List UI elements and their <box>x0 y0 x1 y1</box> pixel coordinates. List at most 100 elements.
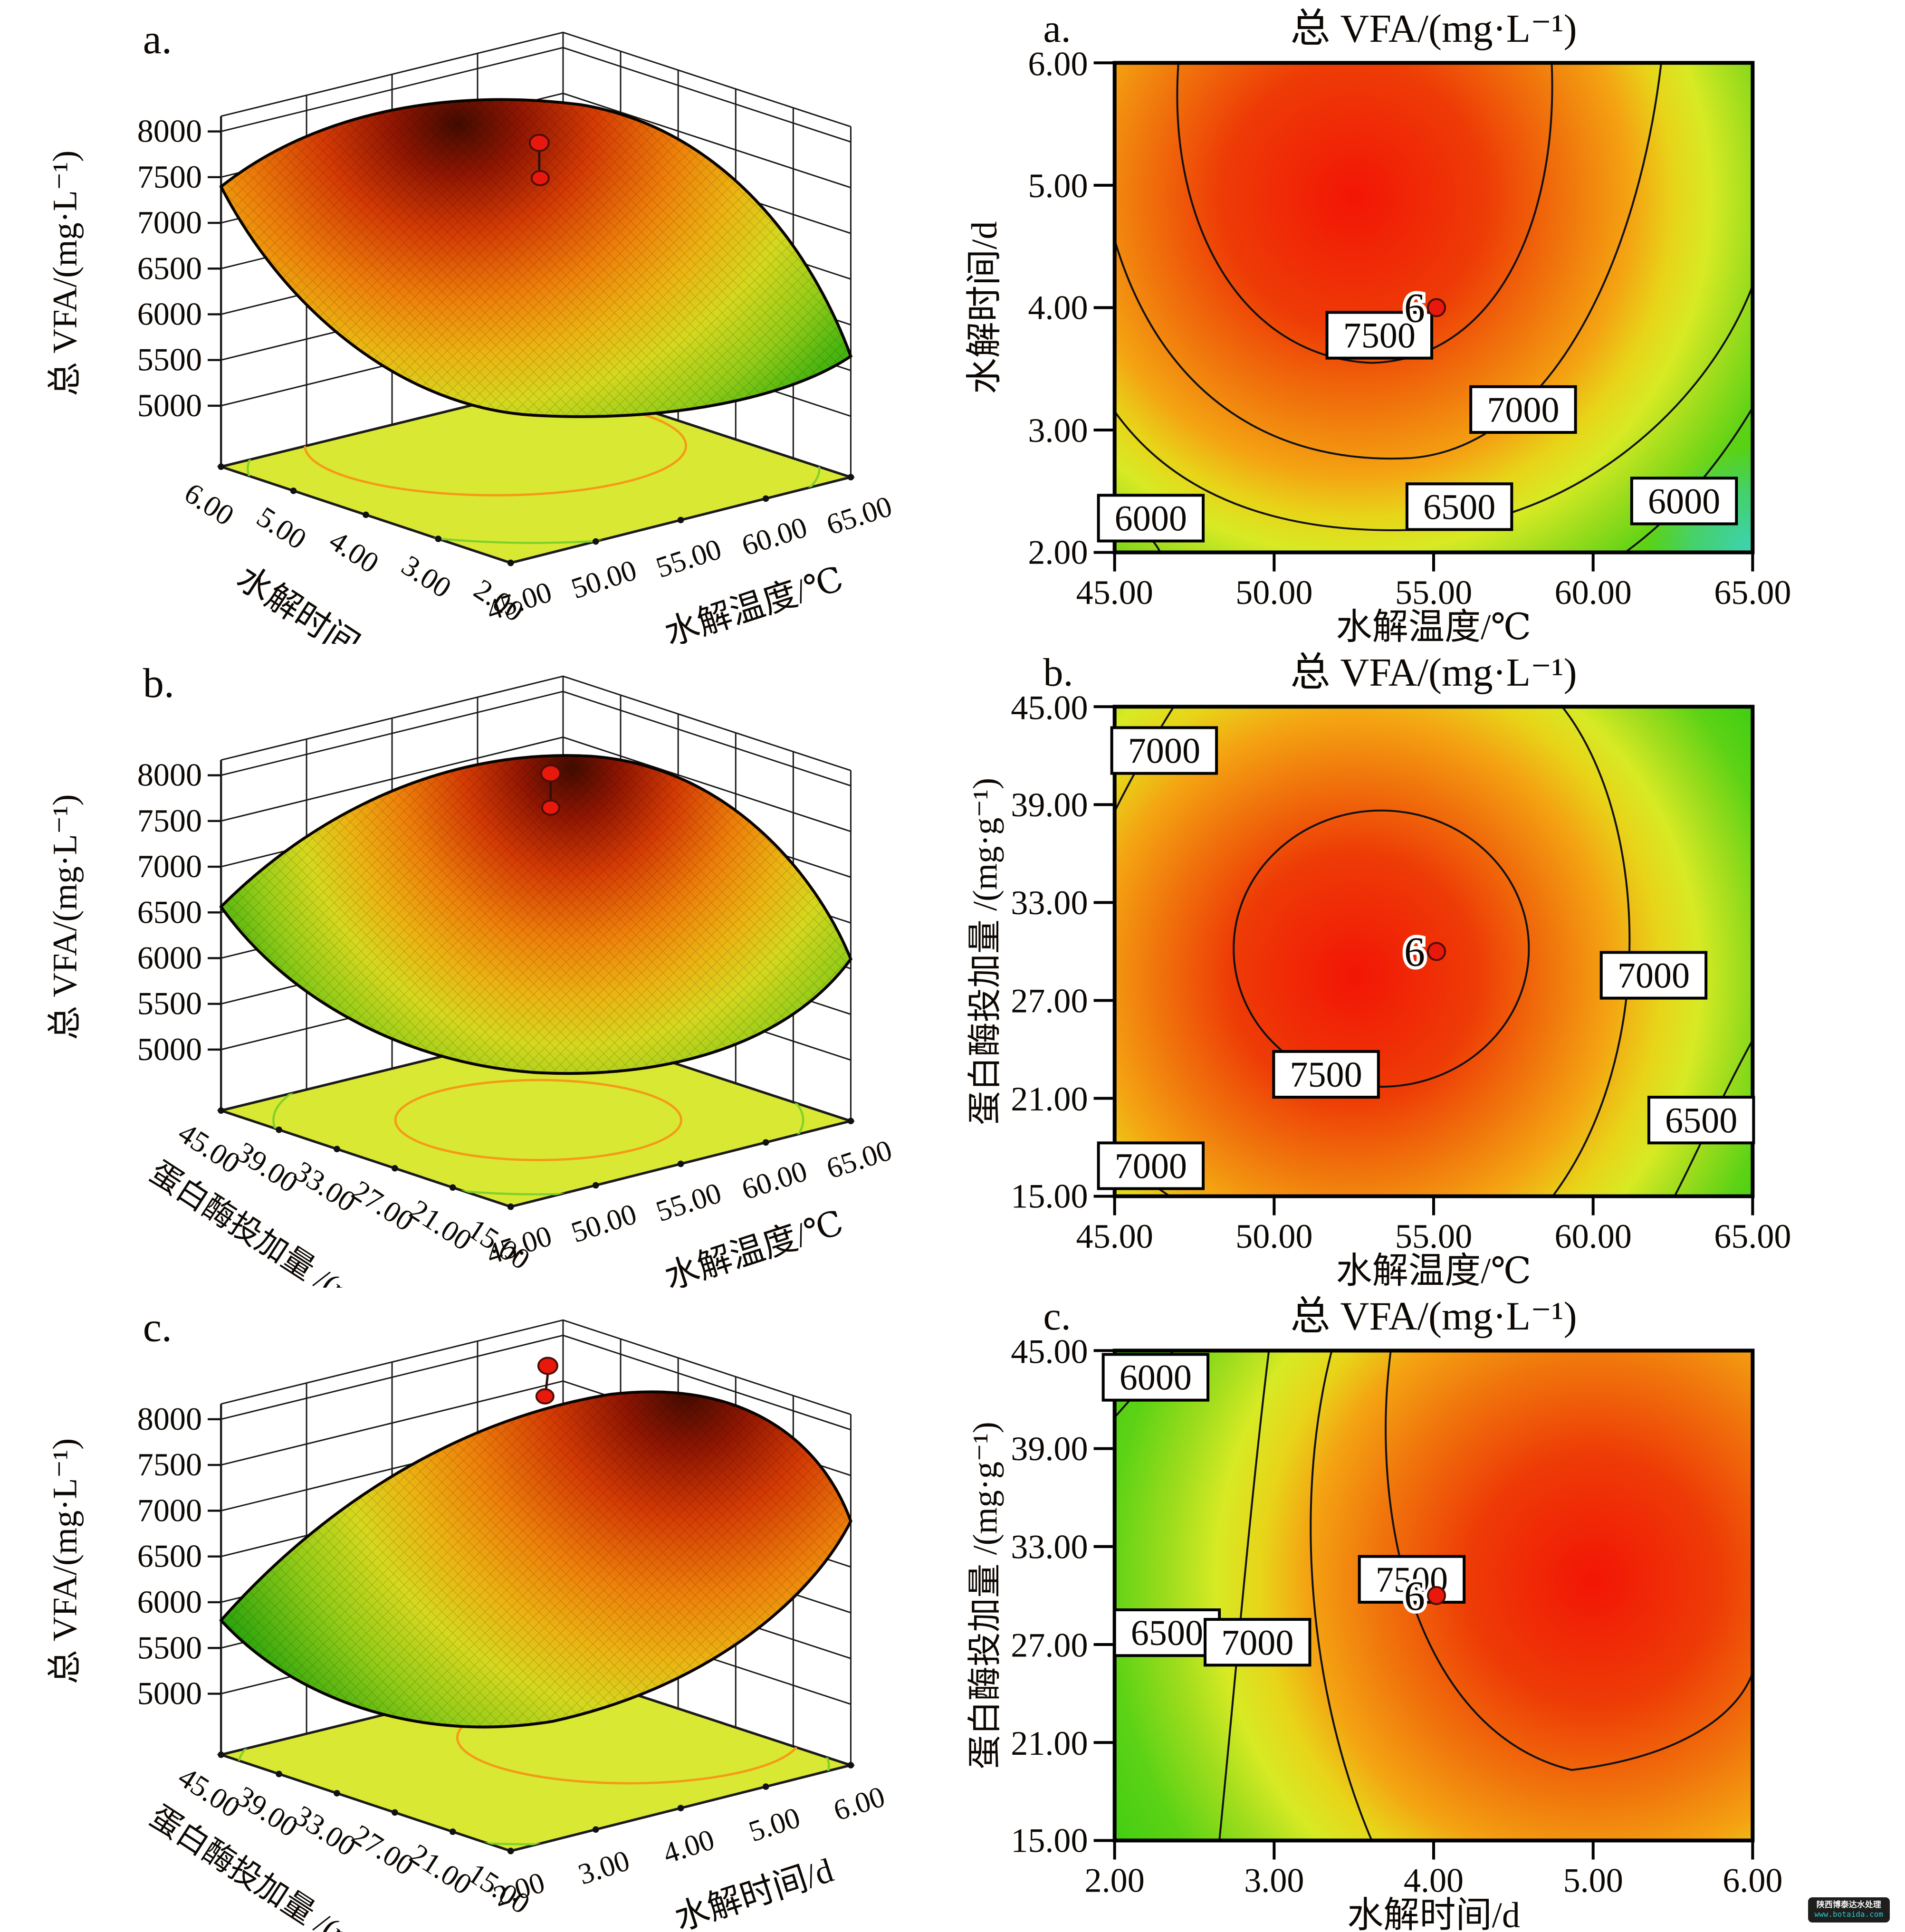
design-point-marker <box>1426 942 1446 961</box>
surface-plot-b: b. 8000 <box>46 660 896 1288</box>
x-tick: 45.00 <box>1076 1217 1153 1255</box>
surface-plot-a: a. <box>46 16 896 644</box>
x-tick: 55.00 <box>1395 574 1472 612</box>
axis-tick: 27.00 <box>346 1818 420 1882</box>
watermark-url: www.botaida.com <box>1814 1910 1884 1919</box>
x-tick: 45.00 <box>1076 574 1153 612</box>
x-axis: 45.00 50.00 55.00 60.00 65.00 水解温度/℃ <box>1076 1196 1791 1288</box>
response-surface <box>219 754 852 1075</box>
design-point-count: 6 <box>1404 928 1425 975</box>
panel-letter: c. <box>1043 1294 1071 1339</box>
axis-tick: 5.00 <box>745 1801 804 1848</box>
axis-tick: 4.00 <box>659 1823 718 1870</box>
z-tick: 6500 <box>137 894 202 930</box>
x-axis: 45.00 50.00 55.00 60.00 65.00 水解温度/℃ <box>1076 552 1791 644</box>
z-tick: 8000 <box>137 757 202 793</box>
panel-letter: a. <box>1043 7 1071 51</box>
response-surface <box>219 1390 852 1729</box>
x-tick: 50.00 <box>1235 1217 1312 1255</box>
design-point-marker <box>540 764 561 783</box>
z-axis: 8000 7500 7000 6500 6000 5500 5000 总 VFA… <box>46 757 221 1067</box>
design-point-marker <box>1426 298 1446 317</box>
design-point-marker <box>530 170 550 186</box>
contour-line <box>1176 63 1553 364</box>
y-tick: 3.00 <box>1028 411 1088 450</box>
axis-tick: 33.00 <box>288 1799 362 1863</box>
z-tick: 5000 <box>137 1031 202 1067</box>
z-tick: 7500 <box>137 1446 202 1482</box>
y-tick: 15.00 <box>1011 1821 1088 1859</box>
axis-tick: 55.00 <box>652 533 725 584</box>
axis-tick: 21.00 <box>404 1838 477 1901</box>
x-tick: 60.00 <box>1555 1217 1632 1255</box>
z-tick: 6500 <box>137 250 202 286</box>
contour-label: 7000 <box>1221 1623 1293 1663</box>
axis-tick: 21.00 <box>404 1194 477 1257</box>
contour-label: 7000 <box>1128 731 1200 771</box>
contour-line <box>1114 63 1662 460</box>
axis-tick: 55.00 <box>652 1177 725 1228</box>
z-tick: 7000 <box>137 848 202 884</box>
y-axis: 45.00 39.00 33.00 27.00 21.00 15.00 蛋白酶投… <box>966 1332 1115 1860</box>
z-tick: 8000 <box>137 1401 202 1437</box>
z-tick: 5500 <box>137 985 202 1022</box>
contour-label: 6000 <box>1648 481 1720 521</box>
z-tick: 6000 <box>137 1584 202 1620</box>
z-axis-title: 总 VFA/(mg·L⁻¹) <box>46 1438 84 1684</box>
contour-line <box>1233 809 1530 1088</box>
x-tick: 3.00 <box>1244 1862 1304 1900</box>
y-tick: 21.00 <box>1011 1080 1088 1118</box>
y-axis-title: 蛋白酶投加量 /(mg·g⁻¹) <box>966 1422 1004 1769</box>
x-tick: 65.00 <box>1714 1217 1791 1255</box>
y-axis-title: 水解时间/d <box>965 221 1005 394</box>
z-tick: 6500 <box>137 1538 202 1574</box>
contour-line <box>1310 1350 1373 1841</box>
surface-plot-c: c. <box>46 1304 889 1932</box>
y-tick: 45.00 <box>1011 689 1088 727</box>
contour-plot-c: c. 总 VFA/(mg·L⁻¹) 6000 6500 7000 7500 <box>966 1294 1782 1932</box>
design-point-marker <box>528 134 550 152</box>
axis-tick: 3.00 <box>396 549 457 604</box>
x-tick: 60.00 <box>1555 574 1632 612</box>
x-tick: 5.00 <box>1563 1862 1623 1900</box>
axis-tick: 33.00 <box>288 1155 362 1218</box>
y-axis: 6.00 5.00 4.00 3.00 2.00 水解时间/d <box>965 45 1115 572</box>
contour-label: 7000 <box>1487 390 1559 430</box>
z-tick: 6000 <box>137 296 202 332</box>
x-tick: 50.00 <box>1235 574 1312 612</box>
axis-tick: 39.00 <box>230 1780 304 1843</box>
panel-letter: c. <box>143 1304 172 1350</box>
design-point: 6 <box>1401 281 1446 335</box>
panel-letter: b. <box>1043 650 1073 695</box>
y-tick: 45.00 <box>1011 1332 1088 1370</box>
panel-letter: b. <box>143 660 174 707</box>
design-points <box>528 134 550 186</box>
axis-tick: 6.00 <box>830 1780 889 1827</box>
axis-tick: 39.00 <box>230 1136 304 1199</box>
x-axis-title: 水解温度/℃ <box>1336 1251 1532 1288</box>
x-axis-title: 水解温度/℃ <box>1336 607 1532 644</box>
contour-label: 7500 <box>1290 1055 1362 1095</box>
contour-labels: 7500 7000 6500 6000 6000 <box>1097 311 1738 543</box>
axis-tick: 6.00 <box>179 477 239 532</box>
z-axis-title: 总 VFA/(mg·L⁻¹) <box>46 794 84 1040</box>
z-tick: 5500 <box>137 342 202 378</box>
chart-title: 总 VFA/(mg·L⁻¹) <box>1290 7 1577 51</box>
axis-tick: 60.00 <box>738 511 811 563</box>
y-tick: 2.00 <box>1028 534 1088 572</box>
design-point: 6 <box>1401 925 1446 979</box>
design-point: 6 <box>1401 1569 1446 1623</box>
axis-tick: 65.00 <box>823 490 896 542</box>
chart-title: 总 VFA/(mg·L⁻¹) <box>1290 650 1577 695</box>
design-point-marker <box>1426 1586 1446 1605</box>
design-points <box>535 1357 558 1405</box>
z-tick: 7500 <box>137 803 202 839</box>
z-tick: 7000 <box>137 1492 202 1528</box>
chart-title: 总 VFA/(mg·L⁻¹) <box>1290 1294 1577 1339</box>
design-point-count: 6 <box>1404 1573 1425 1619</box>
axis-tick: 5.00 <box>251 501 312 556</box>
panel-letter: a. <box>143 16 172 63</box>
contour-label: 6500 <box>1665 1100 1737 1140</box>
contour-plot-b: b. 总 VFA/(mg·L⁻¹) 7000 7500 7000 6500 <box>966 650 1791 1288</box>
y-tick: 33.00 <box>1011 884 1088 922</box>
